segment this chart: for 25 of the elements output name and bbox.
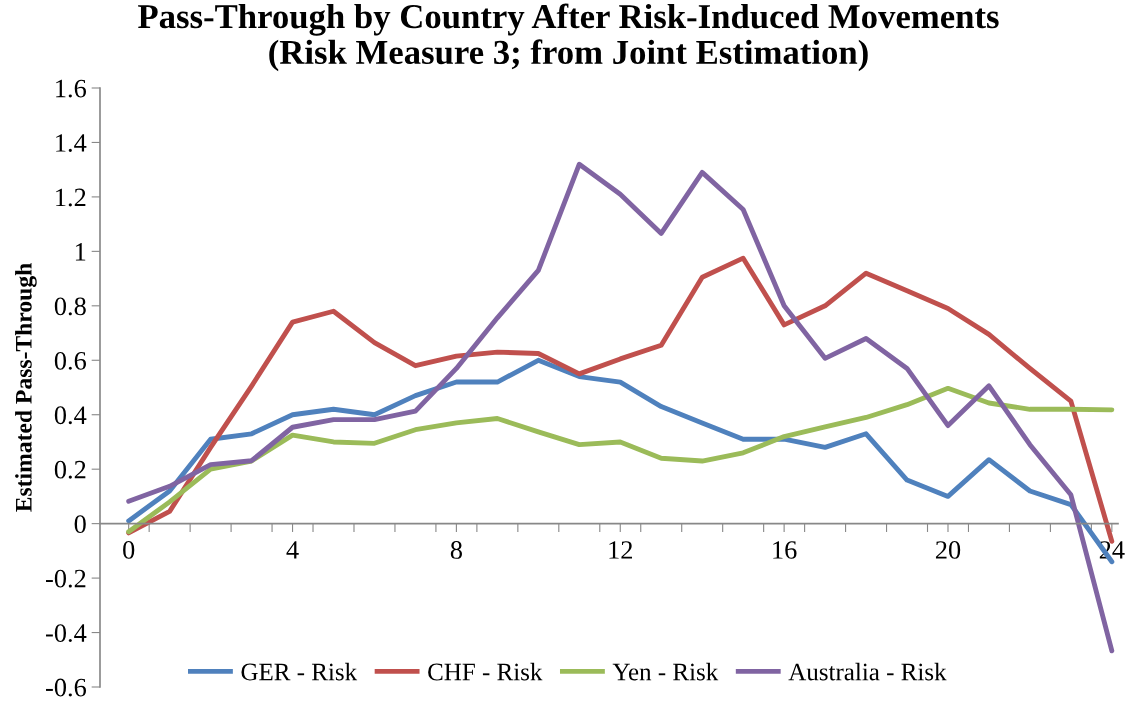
- line-series: [126, 385, 1115, 535]
- y-tick-label: -0.2: [46, 569, 86, 588]
- y-tick-label: 0: [74, 515, 86, 534]
- y-tick-label: 1: [75, 243, 86, 261]
- x-tick-label: 12: [609, 541, 632, 559]
- y-tick-label: 1.4: [56, 134, 87, 152]
- x-tick-label: 0: [123, 541, 135, 559]
- legend-label: GER - Risk: [241, 662, 358, 681]
- x-tick-label: 16: [773, 541, 797, 559]
- y-tick-label: -0.4: [46, 624, 87, 643]
- legend-label: Yen - Risk: [612, 662, 719, 681]
- y-tick-label: 0.4: [54, 406, 87, 425]
- y-tick-label: 0.6: [54, 351, 87, 370]
- y-axis-title: Estimated Pass-Through: [15, 263, 37, 512]
- chart-title: Pass-Through by Country After Risk-Induced Movements (Risk Measure 3; from Joint Estimation): [138, 3, 999, 72]
- x-tick-label: 20: [935, 541, 961, 559]
- y-tick-label: 1.2: [56, 188, 86, 207]
- y-tick-label: 0.8: [54, 297, 86, 316]
- x-tick-label: 8: [450, 541, 462, 559]
- y-tick-label: 0.2: [54, 460, 86, 479]
- legend-label: Australia - Risk: [788, 662, 947, 681]
- y-tick-label: 1.6: [56, 79, 87, 98]
- y-tick-label: -0.6: [46, 678, 87, 697]
- legend-label: CHF - Risk: [428, 662, 543, 681]
- x-tick-label: 4: [286, 541, 299, 559]
